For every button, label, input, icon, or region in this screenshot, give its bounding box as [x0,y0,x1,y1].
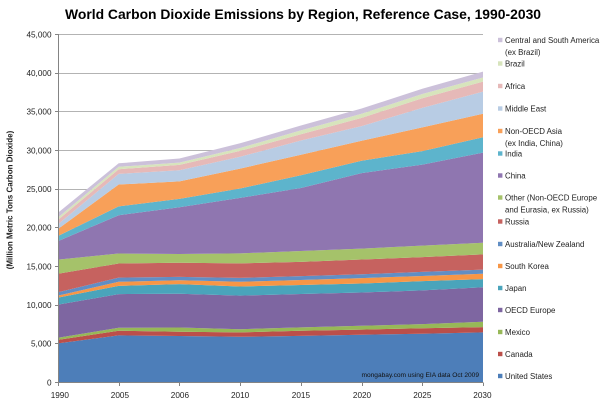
svg-text:40,000: 40,000 [26,69,51,78]
svg-text:1990: 1990 [51,391,70,400]
svg-text:South Korea: South Korea [505,262,549,271]
svg-text:Canada: Canada [505,350,533,359]
svg-text:and Eurasia, ex Russia): and Eurasia, ex Russia) [505,206,589,215]
svg-text:Brazil: Brazil [505,60,525,69]
svg-text:20,000: 20,000 [26,224,51,233]
svg-text:15,000: 15,000 [26,262,51,271]
svg-text:2030: 2030 [473,391,492,400]
svg-text:2006: 2006 [171,391,190,400]
svg-text:25,000: 25,000 [26,185,51,194]
svg-text:Mexico: Mexico [505,328,531,337]
svg-text:2010: 2010 [231,391,250,400]
svg-text:5,000: 5,000 [31,340,52,349]
svg-text:(Million Metric Tons Carbon Di: (Million Metric Tons Carbon Dioxide) [6,130,15,269]
svg-text:Russia: Russia [505,218,530,227]
svg-text:Non-OECD Asia: Non-OECD Asia [505,127,563,136]
svg-text:45,000: 45,000 [26,30,51,39]
svg-text:World Carbon Dioxide Emissions: World Carbon Dioxide Emissions by Region… [65,6,541,22]
svg-text:OECD Europe: OECD Europe [505,306,556,315]
svg-text:Middle East: Middle East [505,105,547,114]
svg-text:35,000: 35,000 [26,108,51,117]
svg-text:(ex Brazil): (ex Brazil) [505,48,541,57]
svg-text:Japan: Japan [505,284,527,293]
svg-text:Other (Non-OECD Europe: Other (Non-OECD Europe [505,194,598,203]
svg-text:2020: 2020 [353,391,372,400]
svg-text:0: 0 [47,378,52,387]
svg-text:2015: 2015 [292,391,311,400]
svg-text:2025: 2025 [413,391,432,400]
svg-text:China: China [505,172,526,181]
svg-text:mongabay.com using EIA data Oc: mongabay.com using EIA data Oct 2009 [361,372,479,379]
svg-text:30,000: 30,000 [26,146,51,155]
svg-text:Africa: Africa [505,82,526,91]
svg-text:(ex India, China): (ex India, China) [505,139,563,148]
svg-text:Central and South America: Central and South America [505,36,600,45]
svg-text:2005: 2005 [111,391,130,400]
svg-text:Australia/New Zealand: Australia/New Zealand [505,240,584,249]
svg-text:United States: United States [505,372,552,381]
svg-text:India: India [505,150,523,159]
svg-text:10,000: 10,000 [26,301,51,310]
